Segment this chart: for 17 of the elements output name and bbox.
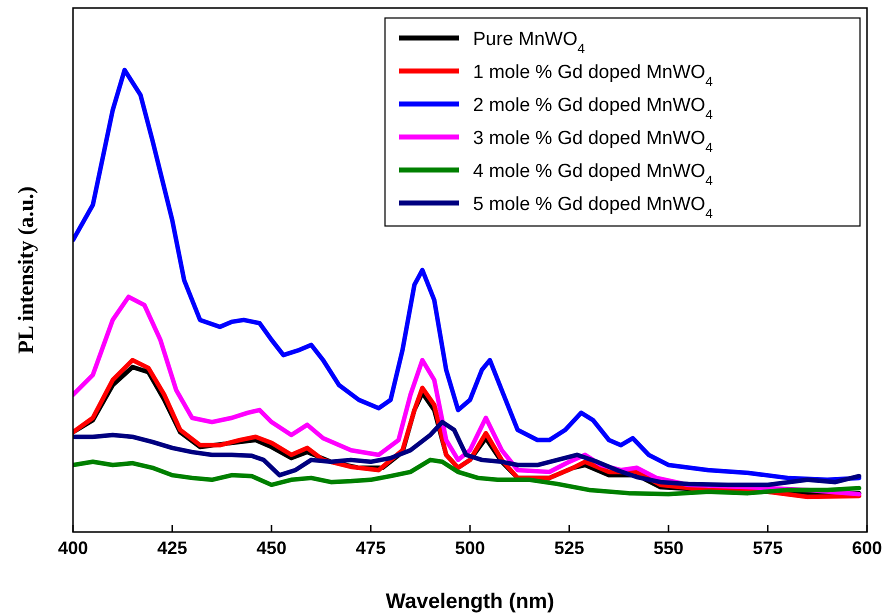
x-tick-label: 400 — [58, 538, 88, 558]
legend-label: 1 mole % Gd doped MnWO$_{4}$ — [473, 62, 713, 88]
x-tick-label: 525 — [554, 538, 584, 558]
legend-label: 4 mole % Gd doped MnWO$_{4}$ — [473, 161, 713, 188]
legend-label: Pure MnWO$_{4}$ — [473, 29, 585, 56]
x-tick-label: 475 — [356, 538, 386, 558]
legend-label: 2 mole % Gd doped MnWO$_{4}$ — [473, 95, 713, 122]
x-axis-title: Wavelength (nm) — [386, 590, 554, 613]
x-tick-label: 425 — [157, 538, 188, 558]
legend-label: 5 mole % Gd doped MnWO$_{4}$ — [473, 194, 713, 220]
x-tick-label: 600 — [852, 538, 882, 558]
x-tick-label: 550 — [653, 538, 684, 558]
legend-label: 3 mole % Gd doped MnWO$_{4}$ — [473, 128, 713, 154]
y-axis-title: PL intensity (a.u.) — [13, 186, 38, 354]
x-tick-label: 500 — [454, 538, 486, 558]
x-tick-label: 575 — [752, 538, 783, 558]
x-tick-label: 450 — [256, 538, 287, 558]
